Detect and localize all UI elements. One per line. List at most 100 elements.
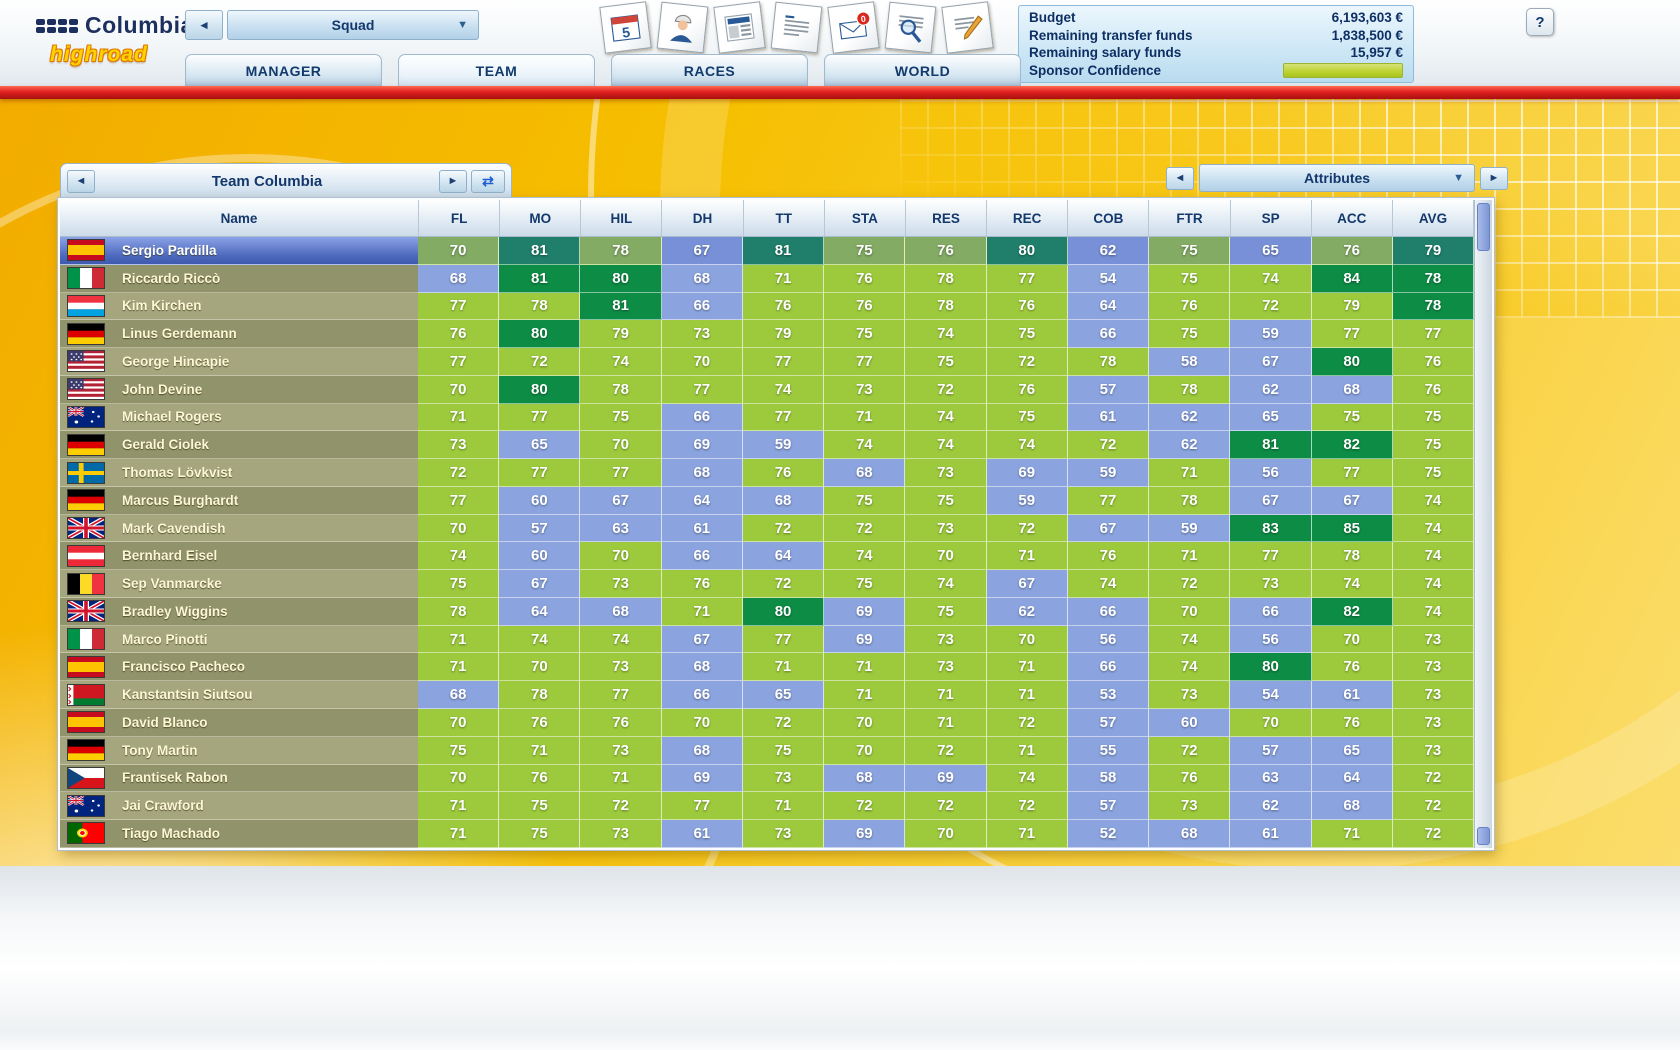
squad-dropdown[interactable]: Squad ▼ — [227, 10, 479, 40]
stat-cell-rec: 75 — [986, 403, 1068, 432]
finance-label: Remaining transfer funds — [1029, 27, 1193, 43]
main-tabs: MANAGER TEAM RACES WORLD — [0, 54, 1680, 86]
stat-cell-rec: 72 — [986, 709, 1068, 737]
stat-cell-tt: 71 — [742, 653, 825, 682]
tab-races[interactable]: RACES — [611, 54, 808, 86]
rider-icon[interactable] — [656, 1, 709, 54]
column-header-rec[interactable]: REC — [987, 200, 1069, 237]
stat-cell-tt: 72 — [742, 709, 825, 737]
table-row[interactable]: Marcus Burghardt 77 60 67 64 68 75 75 59 77 78 67 67… — [60, 486, 1475, 515]
stat-cell-fl: 70 — [418, 237, 500, 265]
stat-cell-sp: 56 — [1230, 625, 1312, 654]
column-header-dh[interactable]: DH — [662, 200, 744, 237]
stat-cell-dh: 66 — [661, 542, 743, 571]
stat-cell-avg: 72 — [1392, 764, 1475, 793]
table-row[interactable]: Thomas Lövkvist 72 77 77 68 76 68 73 69 59 71 56 77 7… — [60, 459, 1475, 487]
table-row[interactable]: David Blanco 70 76 76 70 72 70 71 72 57 60 70 76 73 — [60, 709, 1475, 737]
stat-cell-ftr: 72 — [1149, 736, 1231, 765]
table-row[interactable]: Gerald Ciolek 73 65 70 69 59 74 74 74 72 62 81 82 75 — [60, 431, 1475, 460]
column-header-hil[interactable]: HIL — [581, 200, 663, 237]
stat-cell-sp: 62 — [1230, 375, 1312, 404]
squad-prev-button[interactable]: ◄ — [185, 10, 223, 40]
rider-name: Linus Gerdemann — [112, 320, 418, 349]
stat-cell-avg: 78 — [1392, 264, 1475, 293]
country-flag-icon — [60, 570, 112, 598]
stat-cell-sp: 80 — [1230, 653, 1312, 682]
table-row[interactable]: Kim Kirchen 77 78 81 66 76 76 78 76 64 76 72 79 78 — [60, 292, 1475, 321]
table-row[interactable]: Tony Martin 75 71 73 68 75 70 72 71 55 72 57 65 73 — [60, 736, 1475, 765]
scrollbar-thumb[interactable] — [1477, 203, 1490, 251]
column-header-name[interactable]: Name — [60, 200, 419, 237]
attributes-prev-button[interactable]: ◄ — [1166, 166, 1194, 190]
stat-cell-fl: 78 — [418, 597, 500, 626]
tab-team[interactable]: TEAM — [398, 54, 595, 86]
attributes-dropdown-label: Attributes — [1303, 170, 1371, 186]
stat-cell-mo: 72 — [499, 348, 581, 376]
table-row[interactable]: Tiago Machado 71 75 73 61 73 69 70 71 52 68 61 71 72 — [60, 820, 1475, 848]
table-row[interactable]: Marco Pinotti 71 74 74 67 77 69 73 70 56 74 56 70 73 — [60, 625, 1475, 654]
column-header-avg[interactable]: AVG — [1392, 200, 1475, 237]
attributes-next-button[interactable]: ► — [1480, 166, 1508, 190]
table-row[interactable]: Mark Cavendish 70 57 63 61 72 72 73 72 67 59 83 85 74 — [60, 514, 1475, 543]
stat-cell-ftr: 68 — [1149, 820, 1231, 848]
table-row[interactable]: George Hincapie 77 72 74 70 77 77 75 72 78 58 67 80 7… — [60, 348, 1475, 376]
finance-value: 6,193,603 € — [1331, 10, 1403, 25]
stat-cell-fl: 71 — [418, 820, 500, 848]
team-prev-button[interactable]: ◄ — [67, 169, 95, 193]
table-row[interactable]: Frantisek Rabon 70 76 71 69 73 68 69 74 58 76 63 64 7… — [60, 764, 1475, 793]
column-header-sta[interactable]: STA — [824, 200, 906, 237]
scrollbar-down-button[interactable] — [1477, 827, 1490, 845]
table-row[interactable]: John Devine 70 80 78 77 74 73 72 76 57 78 62 68 76 — [60, 375, 1475, 404]
table-row[interactable]: Jai Crawford 71 75 72 77 71 72 72 72 57 73 62 68 72 — [60, 792, 1475, 821]
column-header-acc[interactable]: ACC — [1311, 200, 1393, 237]
stat-cell-sp: 59 — [1230, 320, 1312, 349]
tab-manager[interactable]: MANAGER — [185, 54, 382, 86]
table-row[interactable]: Riccardo Riccò 68 81 80 68 71 76 78 77 54 75 74 84 78 — [60, 264, 1475, 293]
column-header-res[interactable]: RES — [905, 200, 988, 237]
column-header-sp[interactable]: SP — [1230, 200, 1312, 237]
table-row[interactable]: Bradley Wiggins 78 64 68 71 80 69 75 62 66 70 66 82 7… — [60, 597, 1475, 626]
stat-cell-sta: 74 — [824, 431, 906, 460]
column-header-fl[interactable]: FL — [419, 200, 501, 237]
stat-cell-acc: 76 — [1311, 653, 1393, 682]
rider-name: Tiago Machado — [112, 820, 418, 848]
table-scrollbar[interactable] — [1474, 200, 1492, 848]
team-switch-button[interactable]: ⇄ — [471, 169, 505, 193]
stat-cell-rec: 71 — [986, 681, 1068, 710]
table-row[interactable]: Sergio Pardilla 70 81 78 67 81 75 76 80 62 75 65 76 7… — [60, 237, 1475, 265]
stat-cell-dh: 68 — [661, 736, 743, 765]
stat-cell-fl: 71 — [418, 653, 500, 682]
help-button[interactable]: ? — [1526, 8, 1554, 36]
report-icon[interactable] — [770, 1, 823, 54]
stat-cell-cob: 56 — [1067, 625, 1150, 654]
stat-cell-sp: 54 — [1230, 681, 1312, 710]
stat-cell-hil: 74 — [580, 625, 662, 654]
table-row[interactable]: Bernhard Eisel 74 60 70 66 64 74 70 71 76 71 77 78 74 — [60, 542, 1475, 571]
scout-search-icon[interactable] — [884, 1, 937, 54]
column-header-cob[interactable]: COB — [1068, 200, 1150, 237]
column-header-ftr[interactable]: FTR — [1149, 200, 1231, 237]
table-row[interactable]: Sep Vanmarcke 75 67 73 76 72 75 74 67 74 72 73 74 74 — [60, 570, 1475, 598]
mail-icon[interactable]: 0 — [827, 1, 880, 54]
table-row[interactable]: Michael Rogers 71 77 75 66 77 71 74 75 61 62 65 75 75 — [60, 403, 1475, 432]
stat-cell-hil: 79 — [580, 320, 662, 349]
stat-cell-dh: 61 — [661, 820, 743, 848]
news-icon[interactable] — [713, 1, 766, 54]
column-header-mo[interactable]: MO — [500, 200, 582, 237]
table-row[interactable]: Kanstantsin Siutsou 68 78 77 66 65 71 71 71 53 73 5… — [60, 681, 1475, 710]
attributes-dropdown[interactable]: Attributes ▼ — [1199, 164, 1475, 192]
stat-cell-dh: 69 — [661, 764, 743, 793]
column-header-tt[interactable]: TT — [743, 200, 825, 237]
tab-world[interactable]: WORLD — [824, 54, 1021, 86]
stat-cell-sta: 76 — [824, 264, 906, 293]
team-next-button[interactable]: ► — [439, 169, 467, 193]
rider-name: Thomas Lövkvist — [112, 459, 418, 487]
notes-icon[interactable] — [941, 1, 994, 54]
table-row[interactable]: Francisco Pacheco 71 70 73 68 71 71 73 71 66 74 80 7… — [60, 653, 1475, 682]
table-row[interactable]: Linus Gerdemann 76 80 79 73 79 75 74 75 66 75 59 77 7… — [60, 320, 1475, 349]
bottom-bar: 6 April 2009 06/0407/0408/0409/0410/0411… — [0, 866, 1680, 1050]
stat-cell-rec: 59 — [986, 486, 1068, 515]
stat-cell-sta: 72 — [824, 792, 906, 821]
calendar-icon[interactable]: 5 — [599, 1, 652, 54]
stat-cell-res: 72 — [905, 792, 987, 821]
